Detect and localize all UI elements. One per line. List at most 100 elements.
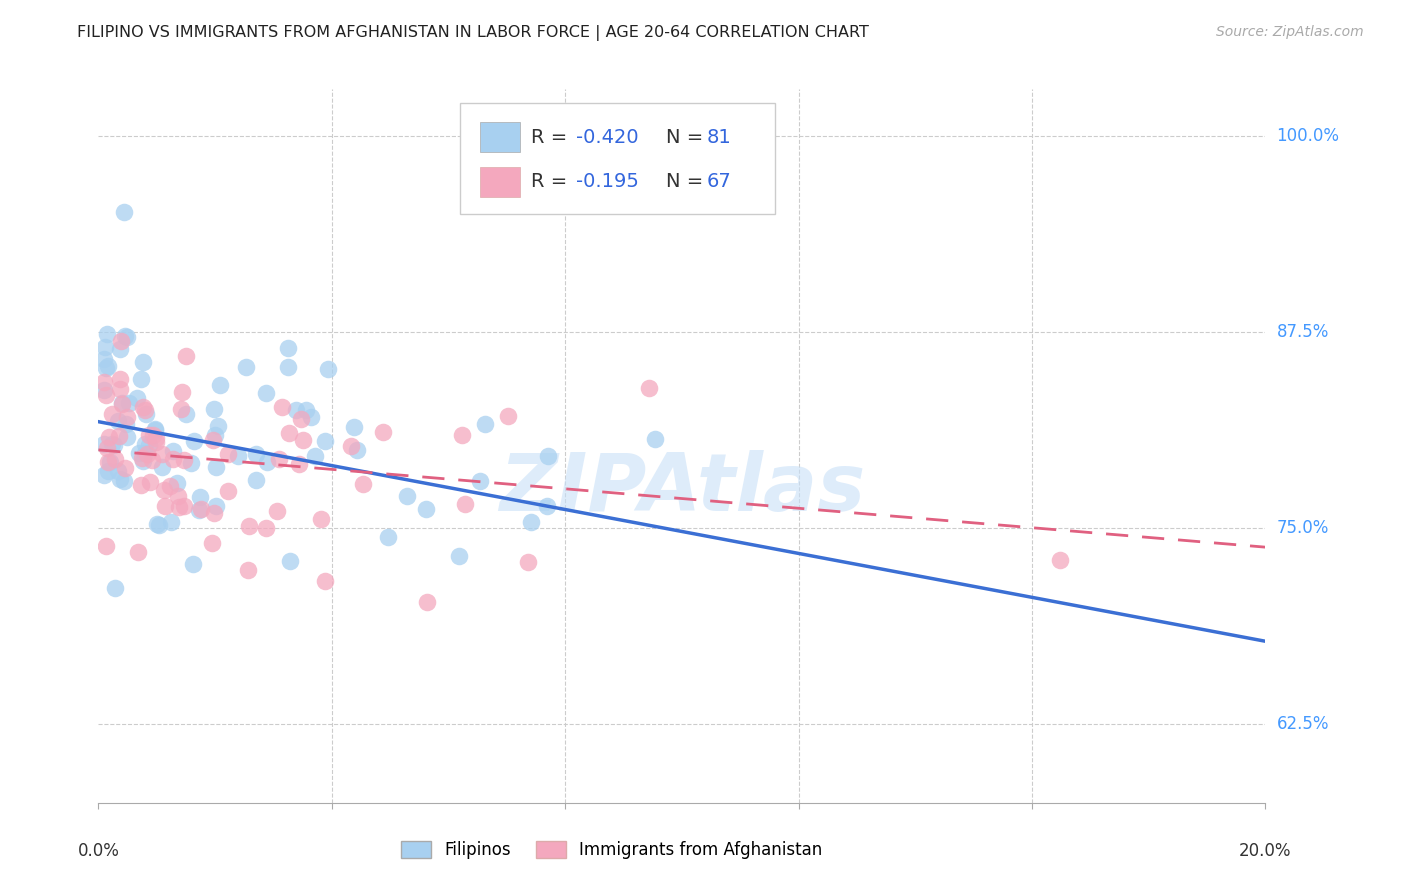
Point	[245, 473, 267, 487]
Point	[226, 449, 249, 463]
Text: FILIPINO VS IMMIGRANTS FROM AFGHANISTAN IN LABOR FORCE | AGE 20-64 CORRELATION C: FILIPINO VS IMMIGRANTS FROM AFGHANISTAN …	[77, 25, 869, 41]
Point	[125, 391, 148, 405]
Point	[104, 582, 127, 596]
Point	[94, 539, 117, 553]
Text: 0.0%: 0.0%	[77, 842, 120, 860]
Point	[256, 455, 278, 469]
Point	[150, 459, 173, 474]
Text: R =: R =	[531, 172, 574, 192]
Point	[277, 341, 299, 355]
Point	[174, 350, 197, 364]
Point	[96, 442, 118, 456]
Point	[111, 397, 134, 411]
Point	[131, 478, 153, 492]
Point	[162, 444, 184, 458]
Point	[132, 453, 155, 467]
Text: 20.0%: 20.0%	[1239, 842, 1292, 860]
Point	[112, 475, 135, 489]
Point	[170, 384, 193, 399]
Point	[167, 500, 190, 514]
Point	[115, 329, 138, 343]
Point	[278, 553, 301, 567]
Point	[278, 425, 301, 440]
Point	[153, 499, 176, 513]
Point	[115, 417, 138, 431]
Point	[304, 449, 326, 463]
Point	[316, 362, 339, 376]
Point	[245, 447, 267, 461]
Point	[112, 205, 135, 219]
Point	[104, 451, 127, 466]
Point	[314, 434, 336, 448]
Point	[118, 396, 141, 410]
Point	[108, 472, 131, 486]
Point	[254, 386, 277, 401]
Point	[138, 437, 160, 451]
FancyBboxPatch shape	[479, 122, 520, 152]
Point	[256, 521, 278, 535]
Point	[107, 464, 129, 478]
Point	[187, 503, 209, 517]
Point	[141, 453, 163, 467]
Point	[174, 407, 197, 421]
Point	[93, 376, 115, 390]
Point	[138, 475, 160, 489]
Point	[145, 431, 167, 445]
Point	[204, 460, 226, 475]
Point	[103, 437, 125, 451]
Point	[454, 497, 477, 511]
Point	[135, 408, 157, 422]
Point	[97, 430, 120, 444]
Point	[346, 442, 368, 457]
Point	[134, 403, 156, 417]
Point	[202, 402, 225, 417]
Point	[114, 461, 136, 475]
Point	[395, 489, 418, 503]
Point	[142, 427, 165, 442]
Text: R =: R =	[531, 128, 574, 146]
Point	[343, 420, 366, 434]
Point	[188, 491, 211, 505]
Text: 81: 81	[706, 128, 731, 146]
Point	[97, 359, 120, 373]
Point	[108, 342, 131, 356]
Point	[150, 447, 173, 461]
Point	[143, 423, 166, 437]
Point	[415, 502, 437, 516]
Point	[266, 503, 288, 517]
Point	[208, 378, 231, 392]
Point	[107, 414, 129, 428]
Point	[638, 381, 661, 395]
Point	[496, 409, 519, 424]
Point	[190, 502, 212, 516]
Point	[295, 403, 318, 417]
Point	[238, 518, 260, 533]
Point	[100, 407, 122, 421]
Text: ZIPAtlas: ZIPAtlas	[499, 450, 865, 528]
Text: 62.5%: 62.5%	[1277, 715, 1329, 733]
Point	[290, 412, 312, 426]
Point	[644, 433, 666, 447]
Point	[145, 422, 167, 436]
Point	[204, 427, 226, 442]
Point	[377, 530, 399, 544]
Text: N =: N =	[665, 128, 709, 146]
Point	[131, 451, 153, 466]
Point	[536, 500, 558, 514]
Point	[98, 455, 121, 469]
Point	[111, 396, 134, 410]
FancyBboxPatch shape	[479, 167, 520, 197]
Legend: Filipinos, Immigrants from Afghanistan: Filipinos, Immigrants from Afghanistan	[401, 840, 823, 859]
Point	[131, 354, 153, 368]
Text: 87.5%: 87.5%	[1277, 323, 1329, 342]
Point	[1049, 553, 1071, 567]
Point	[277, 360, 299, 375]
Point	[128, 544, 150, 558]
Point	[284, 403, 307, 417]
Point	[167, 490, 190, 504]
Point	[162, 451, 184, 466]
Point	[352, 476, 374, 491]
Point	[148, 517, 170, 532]
Point	[96, 327, 118, 342]
Point	[93, 467, 115, 482]
